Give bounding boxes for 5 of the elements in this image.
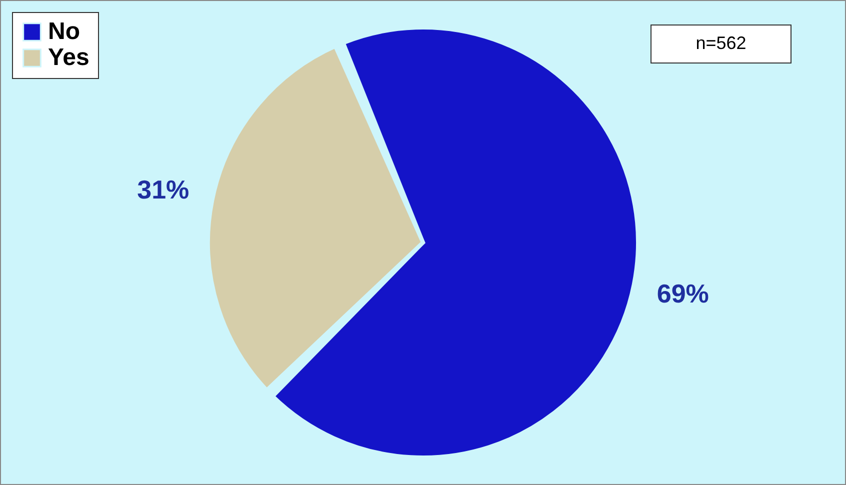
legend-label: No [48,18,80,45]
data-label: 31% [137,174,190,205]
data-label: 69% [656,278,709,308]
text: n=562 [696,33,746,53]
legend-label: Yes [48,44,90,71]
